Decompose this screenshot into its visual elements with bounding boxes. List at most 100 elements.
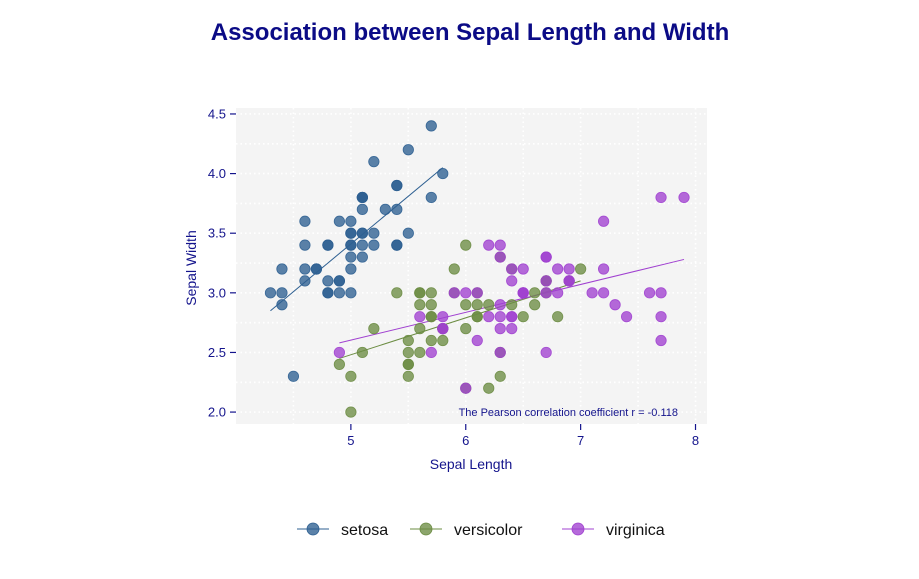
point-versicolor — [425, 287, 437, 299]
point-setosa — [402, 227, 414, 239]
point-virginica — [471, 287, 483, 299]
point-setosa — [322, 275, 334, 287]
point-virginica — [460, 382, 472, 394]
point-setosa — [333, 287, 345, 299]
point-virginica — [506, 263, 518, 275]
legend-marker-versicolor — [419, 522, 433, 536]
point-setosa — [287, 370, 300, 382]
point-versicolor — [425, 299, 437, 311]
point-versicolor — [414, 346, 426, 359]
point-virginica — [333, 346, 345, 359]
y-tick-label: 4.0 — [208, 166, 226, 181]
point-virginica — [414, 311, 426, 323]
y-tick-label: 3.0 — [208, 285, 226, 300]
legend: setosa versicolor virginica — [297, 522, 665, 539]
point-setosa — [425, 191, 437, 204]
point-virginica — [643, 287, 656, 299]
fit-line-setosa — [270, 167, 444, 312]
point-virginica — [598, 215, 610, 227]
point-setosa — [345, 239, 357, 251]
point-virginica — [540, 346, 552, 359]
point-versicolor — [471, 299, 483, 311]
y-axis: 2.0 2.5 3.0 3.5 4.0 4.5 — [208, 106, 236, 420]
x-axis-label: Sepal Length — [430, 456, 513, 472]
point-versicolor — [575, 263, 587, 275]
point-versicolor — [402, 358, 414, 370]
point-virginica — [517, 263, 529, 275]
point-setosa — [322, 239, 334, 251]
point-setosa — [356, 227, 368, 239]
point-versicolor — [471, 311, 483, 323]
point-virginica — [506, 323, 518, 335]
point-versicolor — [414, 323, 426, 335]
point-virginica — [506, 275, 518, 287]
point-versicolor — [506, 299, 518, 311]
point-setosa — [402, 144, 414, 156]
point-versicolor — [425, 334, 437, 347]
correlation-annotation: The Pearson correlation coefficient r = … — [459, 407, 678, 419]
point-virginica — [609, 299, 621, 311]
point-setosa — [368, 239, 380, 251]
data-points — [264, 120, 690, 418]
point-setosa — [368, 227, 380, 239]
point-setosa — [356, 239, 368, 251]
point-versicolor — [345, 406, 357, 418]
point-virginica — [494, 299, 506, 311]
x-tick-label: 7 — [577, 433, 584, 448]
point-setosa — [356, 251, 368, 263]
legend-marker-setosa — [306, 522, 320, 536]
point-versicolor — [460, 239, 472, 251]
point-versicolor — [425, 311, 437, 323]
point-setosa — [299, 275, 311, 287]
point-virginica — [460, 287, 472, 299]
point-setosa — [345, 251, 357, 263]
point-setosa — [425, 120, 437, 132]
point-versicolor — [529, 287, 541, 299]
point-virginica — [540, 251, 552, 263]
point-virginica — [598, 263, 610, 275]
point-setosa — [391, 239, 403, 251]
point-virginica — [655, 311, 667, 323]
point-setosa — [379, 203, 391, 215]
point-setosa — [276, 299, 288, 311]
point-versicolor — [414, 299, 426, 311]
point-setosa — [391, 203, 403, 215]
point-virginica — [563, 263, 575, 275]
point-virginica — [448, 287, 460, 299]
point-virginica — [437, 311, 449, 323]
y-axis-label: Sepal Width — [183, 230, 199, 305]
point-virginica — [494, 251, 506, 263]
point-setosa — [276, 287, 288, 299]
point-versicolor — [356, 346, 368, 359]
point-setosa — [333, 275, 345, 287]
point-versicolor — [391, 287, 403, 299]
point-versicolor — [460, 299, 472, 311]
point-virginica — [540, 275, 552, 287]
point-versicolor — [333, 358, 345, 370]
point-virginica — [517, 287, 529, 299]
point-virginica — [552, 287, 564, 299]
chart-title: Association between Sepal Length and Wid… — [211, 19, 730, 46]
point-versicolor — [402, 346, 414, 359]
x-tick-label: 6 — [462, 433, 469, 448]
point-setosa — [310, 263, 323, 275]
point-setosa — [333, 215, 345, 227]
point-versicolor — [402, 370, 414, 382]
point-setosa — [264, 287, 277, 299]
point-setosa — [356, 191, 368, 204]
point-virginica — [655, 191, 667, 204]
point-setosa — [345, 215, 357, 227]
point-versicolor — [517, 311, 529, 323]
point-setosa — [299, 263, 311, 275]
point-virginica — [620, 311, 633, 323]
legend-marker-virginica — [571, 522, 585, 536]
point-versicolor — [402, 334, 414, 347]
point-virginica — [678, 191, 690, 204]
point-setosa — [437, 167, 449, 180]
point-virginica — [494, 311, 506, 323]
y-tick-label: 4.5 — [208, 106, 226, 121]
point-versicolor — [448, 263, 460, 275]
point-virginica — [540, 287, 552, 299]
point-virginica — [425, 346, 437, 359]
